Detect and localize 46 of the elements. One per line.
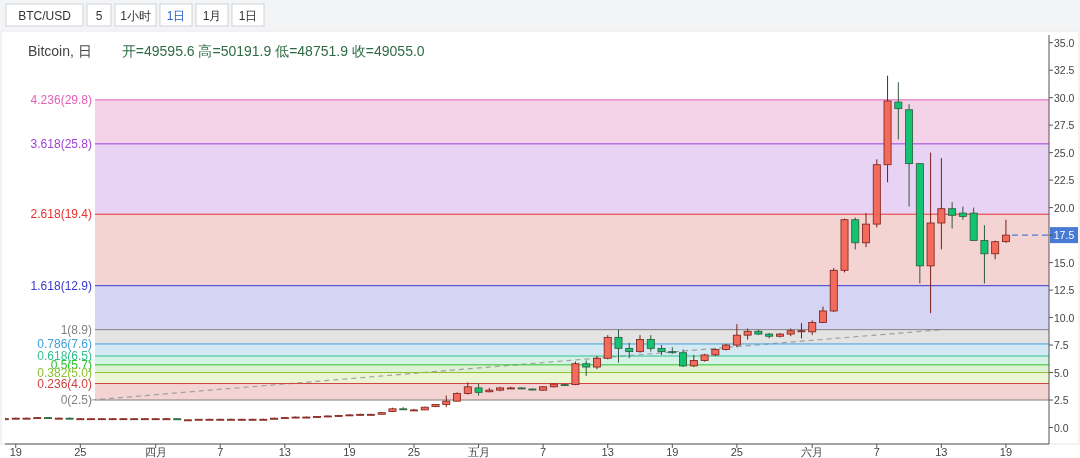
y-tick-label: 15.0 <box>1054 256 1075 269</box>
ref-line-label: 4.236(29.8) <box>30 92 92 107</box>
text: Bitcoin, 日 <box>28 43 92 59</box>
ref-line-label: 1(8.9) <box>60 322 92 337</box>
y-tick-label: 30.0 <box>1054 91 1075 104</box>
y-tick-label: 27.5 <box>1054 119 1075 132</box>
x-tick-label: 25 <box>407 446 421 458</box>
x-tick-label: 19 <box>999 446 1013 458</box>
ref-line-label: 0.786(7.6) <box>37 336 92 351</box>
ref-line-label: 0(2.5) <box>60 393 92 408</box>
y-tick-label: 12.5 <box>1054 284 1075 297</box>
text: 开=49595.6 高=50191.9 低=48751.9 收=49055.0 <box>121 43 425 59</box>
x-tick-label: 五月 <box>467 446 490 458</box>
y-tick-label: 5.0 <box>1054 366 1069 379</box>
y-tick-label: 2.5 <box>1054 394 1069 407</box>
x-tick-label: 13 <box>601 446 614 458</box>
x-tick-label: 7 <box>540 446 547 458</box>
x-tick-label: 25 <box>74 446 87 458</box>
toolbar-button: 1日 <box>159 3 193 27</box>
y-tick-label: 32.5 <box>1054 64 1075 77</box>
x-tick-label: 六月 <box>801 446 824 458</box>
y-tick-label: 20.0 <box>1054 201 1075 214</box>
x-tick-label: 25 <box>730 446 743 458</box>
x-tick-label: 13 <box>935 446 948 458</box>
x-tick-label: 7 <box>873 446 880 458</box>
ref-line-label: 1.618(12.9) <box>30 278 92 293</box>
last-price: 17.5 <box>1050 227 1078 244</box>
x-tick-label: 7 <box>217 446 224 458</box>
y-tick-label: 22.5 <box>1054 174 1075 187</box>
y-tick-label: 35.0 <box>1054 36 1075 49</box>
toolbar-button: 1月 <box>195 3 229 27</box>
y-tick-label: 0.0 <box>1054 421 1069 434</box>
x-tick-label: 13 <box>278 446 291 458</box>
toolbar-button: 1小时 <box>114 3 157 27</box>
toolbar-button: BTC/USD <box>5 3 84 27</box>
y-tick-label: 7.5 <box>1054 339 1069 352</box>
x-tick-label: 19 <box>666 446 679 458</box>
toolbar-button: 5 <box>86 3 112 27</box>
toolbar-button: 1日 <box>231 3 265 27</box>
x-tick-label: 四月 <box>144 446 167 458</box>
ref-line-label: 3.618(25.8) <box>30 136 92 151</box>
x-tick-label: 19 <box>343 446 356 458</box>
y-tick-label: 10.0 <box>1054 311 1075 324</box>
ref-line-label: 2.618(19.4) <box>30 207 92 222</box>
y-tick-label: 25.0 <box>1054 146 1075 159</box>
x-tick-label: 19 <box>9 446 22 458</box>
